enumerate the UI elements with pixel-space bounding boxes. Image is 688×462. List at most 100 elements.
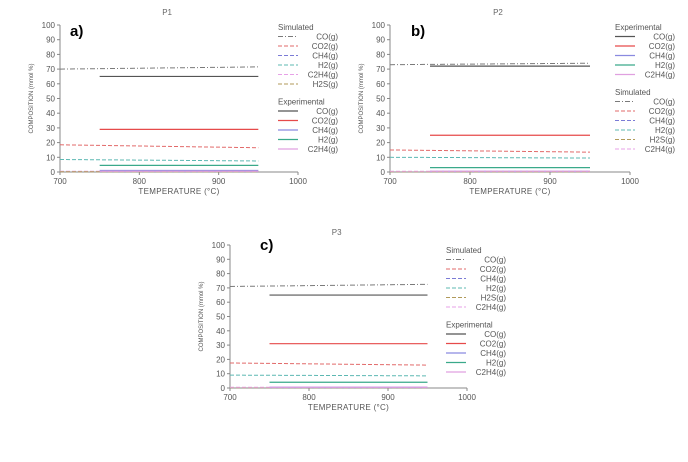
y-tick-label-p1: 80 — [46, 50, 55, 59]
series-line-simulated-co-g-p2 — [389, 62, 591, 66]
y-tick-label-p2: 80 — [376, 50, 385, 59]
x-tick-label-p1: 700 — [53, 177, 67, 186]
x-tick-label-p3: 1000 — [458, 393, 476, 402]
y-tick-label-p2: 90 — [376, 36, 385, 45]
y-tick-label-p1: 30 — [46, 124, 55, 133]
legend-label-simulated-ch4-g-p2: CH4(g) — [649, 117, 675, 126]
y-tick-label-p1: 20 — [46, 139, 55, 148]
legend-label-experimental-co2-g-p2: CO2(g) — [649, 42, 676, 51]
legend-label-experimental-ch4-g-p1: CH4(g) — [312, 126, 338, 135]
y-axis-label-p1: COMPOSITION (mmol %) — [29, 63, 35, 133]
legend-group-title-simulated-p2: Simulated — [615, 88, 651, 97]
y-tick-label-p3: 60 — [216, 298, 225, 307]
legend-label-simulated-co2-g-p3: CO2(g) — [480, 265, 507, 274]
x-tick-label-p2: 1000 — [621, 177, 639, 186]
x-axis-label-p1: TEMPERATURE (°C) — [138, 187, 219, 196]
chart-panel-p2: P2 b) 0 10 20 30 40 50 60 70 80 90 100 700 800 900 1000 T… — [345, 0, 688, 205]
legend-label-simulated-ch4-g-p1: CH4(g) — [312, 52, 338, 61]
legend-label-experimental-h2-g-p1: H2(g) — [318, 136, 338, 145]
y-axis-label-p2: COMPOSITION (mmol %) — [359, 63, 365, 133]
y-tick-label-p1: 100 — [42, 21, 56, 30]
series-line-simulated-h2-g-p1 — [59, 159, 259, 162]
x-tick-label-p1: 900 — [212, 177, 226, 186]
x-tick-label-p2: 900 — [543, 177, 557, 186]
panel-label-p2: b) — [411, 23, 425, 40]
y-tick-label-p1: 10 — [46, 153, 55, 162]
legend-label-simulated-h2-g-p2: H2(g) — [655, 126, 675, 135]
legend-label-experimental-co-g-p2: CO(g) — [653, 33, 675, 42]
y-tick-label-p3: 30 — [216, 341, 225, 350]
legend-label-experimental-ch4-g-p3: CH4(g) — [480, 349, 506, 358]
y-tick-label-p1: 0 — [51, 168, 56, 177]
y-tick-label-p3: 0 — [221, 384, 226, 393]
legend-label-simulated-h2-g-p3: H2(g) — [486, 284, 506, 293]
y-axis-label-p3: COMPOSITION (mmol %) — [199, 281, 205, 351]
legend-label-experimental-c2h4-g-p2: C2H4(g) — [645, 71, 676, 80]
series-line-simulated-co-g-p3 — [229, 283, 428, 287]
y-tick-label-p1: 60 — [46, 80, 55, 89]
legend-label-simulated-h2s-g-p3: H2S(g) — [481, 294, 507, 303]
y-tick-label-p2: 70 — [376, 65, 385, 74]
y-tick-label-p1: 50 — [46, 95, 55, 104]
y-tick-label-p2: 10 — [376, 153, 385, 162]
legend-group-title-experimental-p2: Experimental — [615, 23, 662, 32]
legend-label-experimental-h2-g-p3: H2(g) — [486, 359, 506, 368]
y-tick-label-p1: 90 — [46, 36, 55, 45]
chart-panel-p1: P1 a) 0 10 20 30 40 50 60 70 80 90 100 700 800 900 1000 T… — [0, 0, 360, 205]
legend-label-simulated-c2h4-g-p3: C2H4(g) — [476, 303, 507, 312]
legend-label-experimental-co-g-p1: CO(g) — [316, 107, 338, 116]
y-tick-label-p2: 50 — [376, 95, 385, 104]
legend-label-simulated-h2s-g-p1: H2S(g) — [313, 80, 339, 89]
x-axis-label-p3: TEMPERATURE (°C) — [308, 403, 389, 412]
chart-title-p1: P1 — [162, 8, 172, 17]
x-tick-label-p1: 800 — [133, 177, 147, 186]
y-tick-label-p2: 0 — [381, 168, 386, 177]
x-tick-label-p2: 700 — [383, 177, 397, 186]
legend-label-experimental-co2-g-p1: CO2(g) — [312, 117, 339, 126]
chart-svg-p2: P2 b) 0 10 20 30 40 50 60 70 80 90 100 700 800 900 1000 T… — [359, 8, 676, 196]
chart-svg-p1: P1 a) 0 10 20 30 40 50 60 70 80 90 100 700 800 900 1000 T… — [29, 8, 339, 196]
y-tick-label-p3: 90 — [216, 255, 225, 264]
x-tick-label-p1: 1000 — [289, 177, 307, 186]
y-tick-label-p3: 80 — [216, 270, 225, 279]
legend-label-simulated-ch4-g-p3: CH4(g) — [480, 275, 506, 284]
legend-label-experimental-ch4-g-p2: CH4(g) — [649, 52, 675, 61]
y-tick-label-p2: 40 — [376, 109, 385, 118]
x-axis-label-p2: TEMPERATURE (°C) — [469, 187, 550, 196]
x-tick-label-p2: 800 — [463, 177, 477, 186]
y-tick-label-p3: 70 — [216, 284, 225, 293]
series-line-simulated-h2-g-p2 — [389, 156, 591, 159]
series-line-simulated-co2-g-p3 — [229, 362, 428, 366]
chart-panel-p3: P3 c) 0 10 20 30 40 50 60 70 80 90 100 700 800 900 1000 T… — [170, 225, 530, 430]
legend-label-simulated-co-g-p1: CO(g) — [316, 33, 338, 42]
y-tick-label-p2: 20 — [376, 139, 385, 148]
legend-label-experimental-c2h4-g-p1: C2H4(g) — [308, 145, 339, 154]
y-tick-label-p2: 30 — [376, 124, 385, 133]
legend-label-simulated-h2s-g-p2: H2S(g) — [650, 136, 676, 145]
legend-label-experimental-c2h4-g-p3: C2H4(g) — [476, 368, 507, 377]
legend-label-simulated-co-g-p3: CO(g) — [484, 256, 506, 265]
series-line-simulated-h2-g-p3 — [229, 374, 428, 377]
y-tick-label-p3: 100 — [212, 241, 226, 250]
legend-label-simulated-co-g-p2: CO(g) — [653, 98, 675, 107]
panel-label-p3: c) — [260, 237, 273, 254]
chart-svg-p3: P3 c) 0 10 20 30 40 50 60 70 80 90 100 700 800 900 1000 T… — [199, 228, 507, 412]
chart-title-p2: P2 — [493, 8, 503, 17]
legend-label-simulated-c2h4-g-p1: C2H4(g) — [308, 71, 339, 80]
y-tick-label-p3: 40 — [216, 327, 225, 336]
y-tick-label-p3: 50 — [216, 313, 225, 322]
x-tick-label-p3: 700 — [223, 393, 237, 402]
legend-group-title-simulated-p1: Simulated — [278, 23, 314, 32]
series-line-simulated-co2-g-p1 — [59, 144, 259, 149]
y-tick-label-p1: 40 — [46, 109, 55, 118]
legend-label-simulated-c2h4-g-p2: C2H4(g) — [645, 145, 676, 154]
y-tick-label-p3: 10 — [216, 370, 225, 379]
legend-label-simulated-co2-g-p1: CO2(g) — [312, 42, 339, 51]
legend-label-experimental-h2-g-p2: H2(g) — [655, 61, 675, 70]
legend-group-title-simulated-p3: Simulated — [446, 246, 482, 255]
series-line-simulated-co-g-p1 — [59, 66, 259, 70]
x-tick-label-p3: 800 — [302, 393, 316, 402]
y-tick-label-p2: 100 — [372, 21, 386, 30]
chart-title-p3: P3 — [332, 228, 342, 237]
legend-label-experimental-co-g-p3: CO(g) — [484, 330, 506, 339]
